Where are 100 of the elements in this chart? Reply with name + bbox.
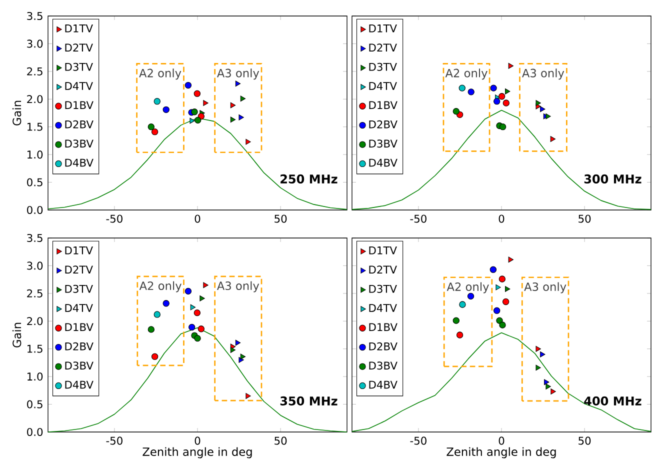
y-tick-label: 2.0 [27, 317, 43, 326]
legend-label: D1BV [65, 101, 94, 109]
x-axis-title: Zenith angle in deg [142, 447, 252, 458]
legend-label: D2TV [369, 44, 397, 52]
point [546, 384, 551, 390]
y-axis-title: Gain [12, 322, 22, 348]
point [496, 317, 503, 324]
legend-label: D3BV [65, 362, 94, 370]
point [238, 114, 244, 120]
point [151, 353, 158, 360]
legend-label: D2TV [65, 266, 93, 274]
legend-label: D3BV [369, 140, 398, 148]
point [246, 393, 251, 399]
point [546, 113, 551, 120]
point [544, 379, 550, 386]
legend-label: D4BV [65, 380, 94, 389]
point [508, 62, 514, 69]
point [148, 326, 154, 333]
annotation: A3 only [522, 68, 564, 80]
x-tick-label: 0 [498, 436, 504, 445]
point [494, 307, 500, 314]
legend-label: D2TV [369, 266, 397, 274]
y-tick-label: 0.0 [27, 206, 43, 214]
point [148, 124, 154, 130]
x-tick-label: 0 [194, 436, 200, 445]
x-tick-label: -50 [410, 214, 426, 223]
point [550, 388, 556, 394]
annotation: A2 only [139, 68, 182, 80]
point [162, 106, 170, 114]
y-tick-label: 3.0 [27, 40, 43, 48]
y-tick-label: 0.5 [27, 178, 42, 186]
point [190, 304, 196, 310]
point [191, 108, 198, 116]
x-tick-label: -50 [410, 436, 426, 445]
legend-label: D4TV [65, 82, 93, 90]
point [498, 276, 506, 282]
legend-label: D1TV [369, 246, 397, 254]
annotation: A3 only [216, 68, 260, 80]
y-tick-label: 0.5 [27, 400, 42, 408]
point [490, 84, 497, 92]
y-tick-label: 3.5 [27, 234, 42, 242]
point [505, 286, 510, 292]
legend-label: D4BV [369, 380, 398, 389]
point [496, 284, 501, 290]
annotation: 300 MHz [584, 174, 642, 184]
legend-label: D1TV [65, 246, 93, 254]
legend-label: D1BV [65, 323, 94, 331]
legend-label: D1TV [369, 24, 397, 32]
point [235, 80, 241, 87]
point [154, 98, 160, 105]
legend-label: D3TV [65, 284, 93, 293]
legend-label: D4BV [369, 158, 398, 167]
point [540, 351, 546, 358]
point [230, 102, 236, 108]
legend-label: D3BV [65, 140, 94, 148]
legend-label: D2BV [369, 120, 398, 128]
annotation: A3 only [216, 281, 260, 292]
annotation: 250 MHz [280, 174, 338, 184]
point [235, 340, 241, 346]
y-tick-label: 2.5 [27, 289, 42, 298]
x-tick-label: 50 [578, 436, 591, 445]
point [230, 347, 236, 353]
point [246, 138, 251, 145]
y-axis-title: Gain [12, 100, 22, 126]
point [499, 322, 506, 328]
y-tick-label: 1.0 [28, 150, 43, 159]
annotation: 400 MHz [584, 396, 642, 406]
point [194, 116, 202, 124]
x-tick-label: 50 [274, 436, 287, 445]
point [452, 108, 460, 115]
legend-label: D4BV [65, 158, 94, 167]
legend-label: D4TV [369, 82, 397, 90]
y-tick-label: 1.0 [28, 372, 43, 381]
x-tick-label: 50 [578, 214, 591, 223]
y-tick-label: 1.5 [28, 122, 42, 131]
point [502, 100, 510, 106]
annotation: A3 only [524, 282, 566, 294]
x-tick-label: 50 [274, 214, 287, 223]
point [536, 346, 541, 352]
legend-label: D1TV [65, 24, 93, 32]
point [536, 364, 541, 371]
point [459, 301, 466, 308]
legend-label: D3BV [369, 362, 398, 370]
y-tick-label: 0.0 [27, 428, 43, 436]
point [550, 136, 556, 142]
point [230, 116, 236, 123]
legend-label: D2BV [65, 342, 94, 350]
legend-label: D1BV [369, 323, 398, 331]
point [194, 90, 201, 97]
y-tick-label: 2.5 [27, 67, 42, 76]
legend-label: D4TV [369, 304, 397, 312]
point [240, 96, 246, 102]
point [162, 300, 170, 307]
legend-label: D2TV [65, 44, 93, 52]
point [154, 311, 160, 318]
legend-label: D3TV [65, 62, 93, 71]
point [468, 88, 474, 96]
annotation: 350 MHz [280, 396, 338, 406]
point [184, 82, 192, 89]
annotation: A2 only [139, 281, 182, 292]
